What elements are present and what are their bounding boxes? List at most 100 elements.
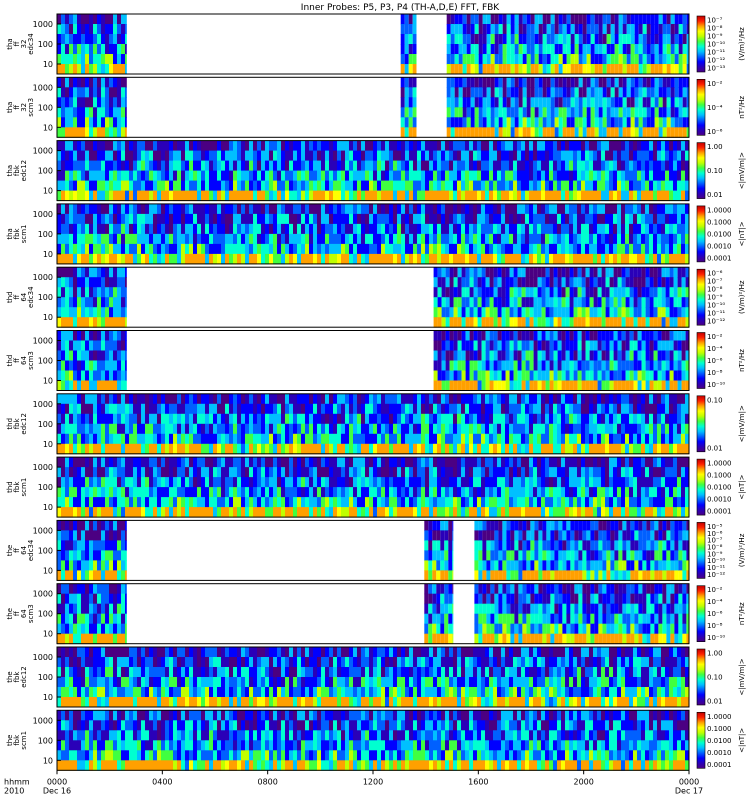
heat-cell <box>637 180 641 192</box>
heat-cell <box>653 443 657 455</box>
heat-cell <box>389 160 393 172</box>
heat-cell <box>105 170 109 182</box>
heat-cell <box>309 233 313 245</box>
heat-cell <box>634 117 639 128</box>
heat-cell <box>121 317 125 328</box>
heat-cell <box>269 253 273 265</box>
heat-cell <box>649 403 653 415</box>
heat-cell <box>205 140 209 152</box>
heat-cell <box>121 34 125 45</box>
heat-cell <box>677 340 682 351</box>
heat-cell <box>681 277 686 288</box>
heat-cell <box>549 287 554 298</box>
heat-cell <box>317 443 321 455</box>
heat-cell <box>433 297 438 308</box>
heat-cell <box>313 413 317 425</box>
heat-cell <box>445 443 449 455</box>
heat-cell <box>533 277 538 288</box>
heat-cell <box>413 223 417 235</box>
heat-cell <box>433 150 437 162</box>
heat-cell <box>93 213 97 225</box>
heat-cell <box>486 117 491 128</box>
heat-cell <box>57 350 61 361</box>
heat-cell <box>478 97 483 108</box>
heat-cell <box>341 170 345 182</box>
heat-cell <box>305 160 309 172</box>
heat-cell <box>81 433 85 445</box>
heat-cell <box>518 34 523 45</box>
heat-cell <box>641 340 646 351</box>
heat-cell <box>109 54 113 65</box>
heat-cell <box>233 423 237 435</box>
heat-cell <box>357 203 361 215</box>
heat-cell <box>249 403 253 415</box>
heat-cell <box>441 340 446 351</box>
heat-cell <box>408 97 413 108</box>
heat-cell <box>81 150 85 162</box>
heat-cell <box>333 233 337 245</box>
heat-cell <box>562 77 567 88</box>
heat-cell <box>225 150 229 162</box>
heat-cell <box>522 24 527 35</box>
heat-cell <box>129 170 133 182</box>
heat-cell <box>189 180 193 192</box>
heat-cell <box>121 117 125 128</box>
heat-cell <box>481 423 485 435</box>
heat-cell <box>537 277 542 288</box>
heat-cell <box>677 150 681 162</box>
heat-cell <box>381 160 385 172</box>
heat-cell <box>117 403 121 415</box>
heat-cell <box>381 213 385 225</box>
heat-cell <box>273 160 277 172</box>
heat-cell <box>85 24 89 35</box>
heat-cell <box>649 317 654 328</box>
heat-cell <box>573 170 577 182</box>
heat-cell <box>121 233 125 245</box>
heat-cell <box>665 180 669 192</box>
heat-cell <box>657 350 662 361</box>
heat-cell <box>121 403 125 415</box>
heat-cell <box>570 44 575 55</box>
heat-cell <box>421 443 425 455</box>
heat-cell <box>457 233 461 245</box>
heat-cell <box>429 243 433 255</box>
heat-cell <box>665 423 669 435</box>
heat-cell <box>534 97 539 108</box>
heat-cell <box>281 253 285 265</box>
heat-cell <box>93 24 97 35</box>
heat-cell <box>449 370 454 381</box>
heat-cell <box>57 34 61 45</box>
heat-cell <box>325 433 329 445</box>
heat-cell <box>101 393 105 405</box>
heat-cell <box>213 443 217 455</box>
heat-cell <box>590 64 595 75</box>
heat-cell <box>657 287 662 298</box>
panel-ylabel-line: fbk <box>13 164 21 176</box>
heat-cell <box>369 423 373 435</box>
heat-cell <box>77 413 81 425</box>
heat-cell <box>293 203 297 215</box>
heat-cell <box>225 140 229 152</box>
heat-cell <box>510 97 515 108</box>
colorbar-tick-label: 10⁻¹² <box>707 318 725 326</box>
heat-cell <box>437 243 441 255</box>
heat-cell <box>73 34 77 45</box>
heat-cell <box>57 87 61 98</box>
heat-cell <box>193 443 197 455</box>
heat-cell <box>105 24 109 35</box>
heat-cell <box>57 127 61 138</box>
heat-cell <box>341 433 345 445</box>
heat-cell <box>429 433 433 445</box>
heat-cell <box>630 107 635 118</box>
heat-cell <box>121 297 125 308</box>
heat-cell <box>241 180 245 192</box>
heat-cell <box>541 287 546 298</box>
heat-cell <box>561 213 565 225</box>
heat-cell <box>153 223 157 235</box>
heat-cell <box>565 140 569 152</box>
heat-cell <box>405 233 409 245</box>
heat-cell <box>449 403 453 415</box>
heat-cell <box>565 370 570 381</box>
heat-cell <box>349 223 353 235</box>
heat-cell <box>225 203 229 215</box>
